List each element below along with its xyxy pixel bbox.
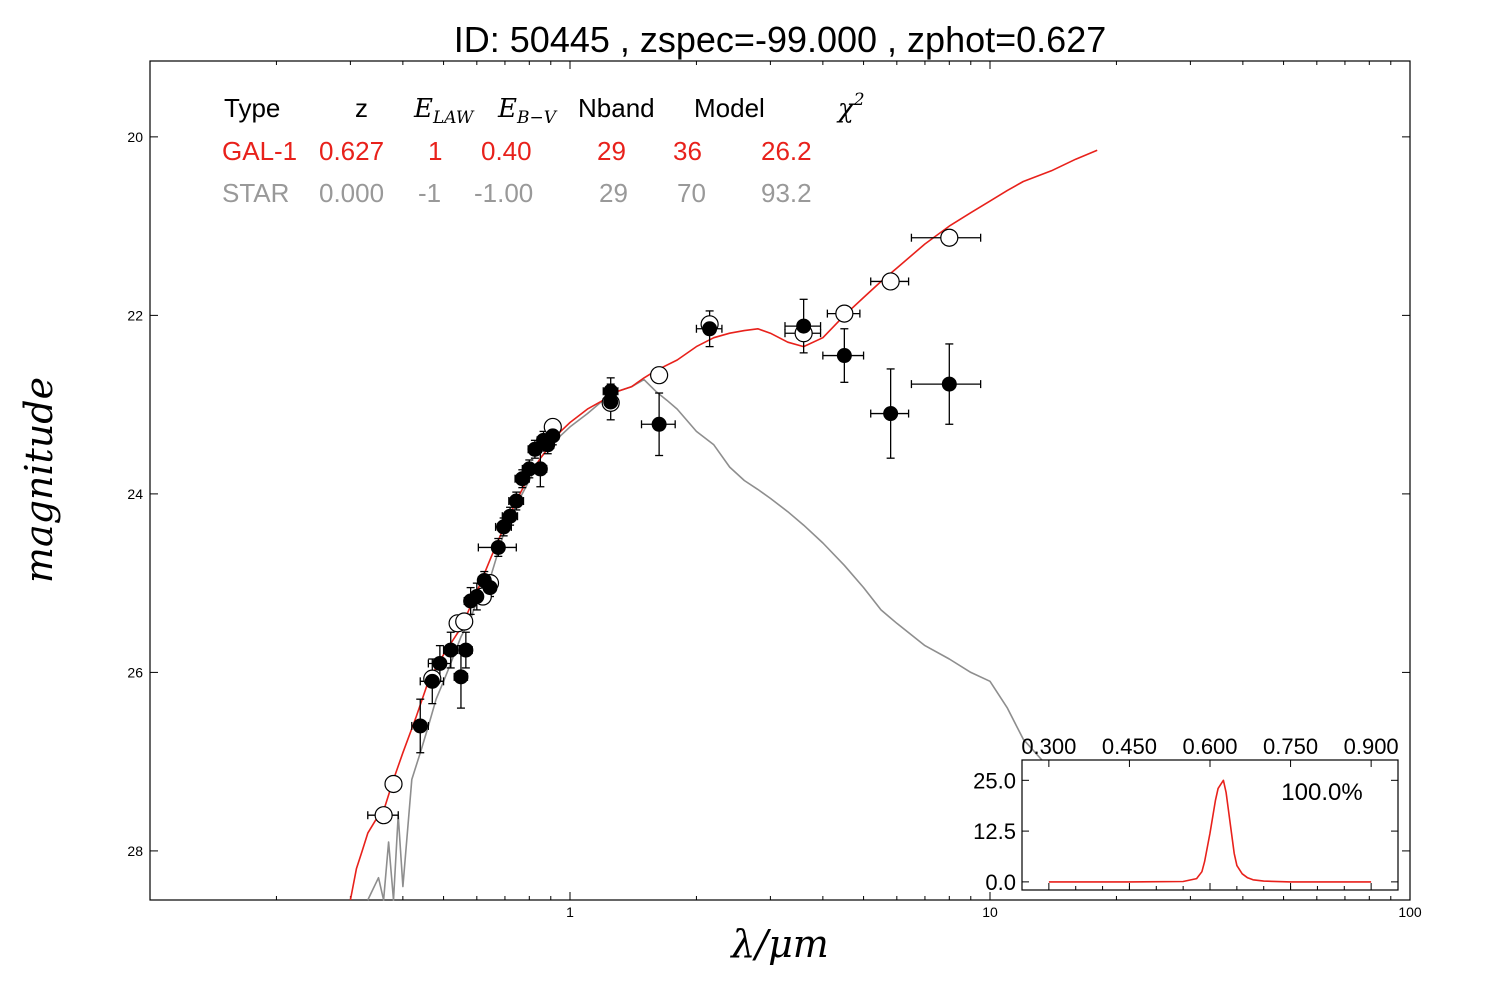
observed-flux-point — [941, 376, 957, 392]
inset-x-tick-label: 0.450 — [1102, 734, 1157, 759]
row-gal-ebv: 0.40 — [481, 136, 532, 166]
star-model-line — [367, 378, 1077, 901]
model-flux-point — [455, 612, 474, 631]
table-header-chi2: χ2 — [836, 90, 865, 124]
row-star-ebv: -1.00 — [474, 178, 533, 208]
x-tick-label: 1 — [566, 904, 574, 920]
inset-percentage: 100.0% — [1281, 779, 1362, 806]
row-star-chi2: 93.2 — [761, 178, 812, 208]
inset-x-tick-label: 0.300 — [1021, 734, 1076, 759]
y-tick-label: 20 — [127, 129, 143, 145]
inset-x-tick-label: 0.750 — [1263, 734, 1318, 759]
photometry-points — [367, 228, 982, 825]
inset-x-tick-label: 0.900 — [1344, 734, 1399, 759]
model-flux-point — [940, 228, 959, 247]
model-flux-point — [881, 272, 900, 291]
observed-flux-point — [453, 669, 469, 685]
table-header-nband: Nband — [578, 93, 655, 123]
observed-flux-point — [545, 428, 561, 444]
observed-flux-point — [651, 416, 667, 432]
observed-flux-point — [469, 589, 485, 605]
observed-flux-point — [412, 718, 428, 734]
row-star-model: 70 — [677, 178, 706, 208]
table-header-type: Type — [224, 93, 280, 123]
inset-y-tick-label: 12.5 — [973, 819, 1016, 844]
x-tick-label: 10 — [982, 904, 998, 920]
x-axis-label: λ/μm — [729, 922, 829, 966]
observed-flux-point — [443, 642, 459, 658]
galaxy-model-line — [349, 149, 1098, 901]
y-tick-label: 26 — [127, 664, 143, 680]
inset-pdz-curve — [1048, 779, 1372, 883]
table-header-z: z — [355, 93, 368, 123]
observed-flux-point — [424, 673, 440, 689]
inset-x-tick-label: 0.600 — [1182, 734, 1237, 759]
y-axis-label: magnitude — [17, 377, 61, 583]
inset-pdz-line — [1048, 779, 1372, 883]
table-row-star: STAR 0.000 -1 -1.00 29 70 93.2 — [222, 178, 812, 208]
inset-y-tick-label: 0.0 — [985, 870, 1016, 895]
observed-flux-point — [796, 318, 812, 334]
model-flux-point — [835, 304, 854, 323]
galaxy-model-curve — [349, 149, 1098, 901]
model-flux-point — [384, 774, 403, 794]
row-star-elaw: -1 — [418, 178, 441, 208]
observed-flux-point — [702, 321, 718, 337]
row-gal-model: 36 — [673, 136, 702, 166]
star-model-curve — [367, 378, 1077, 901]
observed-flux-point — [458, 642, 474, 658]
row-star-z: 0.000 — [319, 178, 384, 208]
row-star-nband: 29 — [599, 178, 628, 208]
observed-flux-point — [482, 580, 498, 596]
row-gal-z: 0.627 — [319, 136, 384, 166]
row-gal-type: GAL-1 — [222, 136, 297, 166]
observed-flux-point — [603, 394, 619, 410]
model-flux-point — [374, 806, 393, 825]
y-tick-label: 28 — [127, 843, 143, 859]
table-row-gal: GAL-1 0.627 1 0.40 29 36 26.2 — [222, 136, 812, 166]
inset-y-tick-label: 25.0 — [973, 768, 1016, 793]
row-gal-chi2: 26.2 — [761, 136, 812, 166]
fit-table: Type z ELAW EB−V Nband Model χ2 GAL-1 0.… — [222, 90, 865, 208]
observed-flux-point — [432, 655, 448, 671]
row-gal-nband: 29 — [597, 136, 626, 166]
model-flux-point — [650, 366, 669, 385]
table-header-model: Model — [694, 93, 765, 123]
y-tick-label: 22 — [127, 307, 143, 323]
table-header-ebv: EB−V — [497, 94, 558, 128]
main-axis-ticks: 1 10 100 20 22 24 26 28 — [127, 61, 1422, 920]
y-tick-label: 24 — [127, 486, 143, 502]
row-star-type: STAR — [222, 178, 289, 208]
chart-title: ID: 50445 , zspec=-99.000 , zphot=0.627 — [454, 19, 1106, 60]
observed-flux-point — [883, 406, 899, 422]
inset-axis-ticks: 0.300 0.450 0.600 0.750 0.900 0.0 12.5 25.0 — [973, 734, 1399, 895]
main-plot-frame — [149, 60, 1411, 901]
x-tick-label: 100 — [1398, 904, 1422, 920]
observed-flux-point — [508, 493, 524, 509]
observed-flux-point — [836, 348, 852, 364]
observed-flux-point — [490, 539, 506, 555]
observed-flux-point — [502, 508, 518, 524]
table-header-elaw: ELAW — [413, 94, 475, 128]
row-gal-elaw: 1 — [428, 136, 442, 166]
observed-flux-point — [532, 461, 548, 477]
